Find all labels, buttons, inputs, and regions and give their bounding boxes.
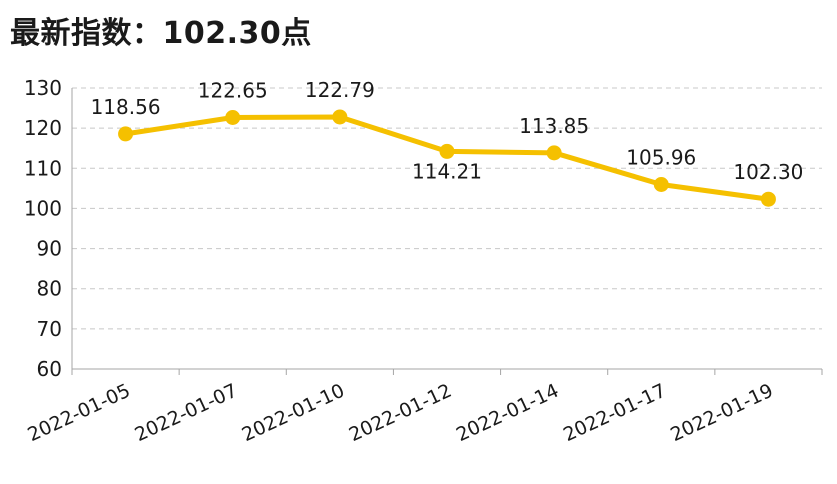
data-label: 105.96 xyxy=(626,146,696,170)
x-tick-label: 2022-01-14 xyxy=(453,380,562,447)
data-label: 102.30 xyxy=(733,160,803,184)
y-tick-label: 60 xyxy=(37,357,62,381)
y-tick-label: 90 xyxy=(37,237,62,261)
x-tick-label: 2022-01-07 xyxy=(131,380,240,447)
gridlines xyxy=(72,87,822,330)
title-value: 102.30 xyxy=(162,16,282,51)
data-point xyxy=(118,126,134,142)
data-label: 113.85 xyxy=(519,114,589,138)
data-label: 122.79 xyxy=(305,78,375,102)
data-point xyxy=(546,145,562,161)
x-tick-label: 2022-01-10 xyxy=(239,380,348,447)
data-point xyxy=(653,177,669,193)
data-point xyxy=(439,143,455,159)
y-tick-label: 130 xyxy=(24,76,62,100)
data-point xyxy=(760,191,776,207)
data-labels: 118.56 122.65 122.79 114.21 113.85 105.96 102.… xyxy=(91,78,804,184)
data-label: 122.65 xyxy=(198,79,268,103)
x-tick-label: 2022-01-17 xyxy=(560,380,669,447)
y-axis-ticks: 60 70 80 90 100 110 120 130 xyxy=(24,76,62,381)
y-tick-label: 100 xyxy=(24,196,62,220)
x-tick-label: 2022-01-05 xyxy=(24,380,133,447)
data-label: 118.56 xyxy=(91,95,161,119)
x-tick-label: 2022-01-19 xyxy=(667,380,776,447)
y-tick-label: 110 xyxy=(24,156,62,180)
y-tick-label: 80 xyxy=(37,277,62,301)
title-prefix: 最新指数： xyxy=(10,16,163,51)
y-tick-label: 120 xyxy=(24,116,62,140)
data-point xyxy=(225,110,241,126)
data-point xyxy=(332,109,348,125)
x-tick-label: 2022-01-12 xyxy=(346,380,455,447)
title-suffix: 点 xyxy=(281,16,312,51)
data-label: 114.21 xyxy=(412,159,482,183)
series-line-group xyxy=(118,109,776,207)
y-tick-label: 70 xyxy=(37,317,62,341)
chart-title: 最新指数：102.30点 xyxy=(10,8,312,52)
